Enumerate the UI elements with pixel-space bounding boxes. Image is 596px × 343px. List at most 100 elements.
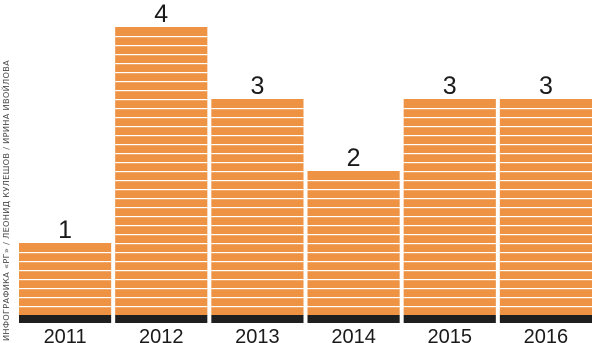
- x-tick-label-2013: 2013: [235, 326, 280, 343]
- bar-stripe: [307, 306, 400, 308]
- bar-stripe: [403, 117, 496, 119]
- bar-base: [307, 315, 400, 323]
- bar-stripe: [19, 270, 112, 272]
- bar-stripe: [19, 288, 112, 290]
- bar-stripe: [403, 306, 496, 308]
- bar-stripe: [211, 243, 304, 245]
- bar-stripe: [115, 270, 208, 272]
- bar-stripe: [403, 243, 496, 245]
- bar-stripe: [19, 297, 112, 299]
- bar-stripe: [499, 153, 592, 155]
- bar-stripe: [19, 261, 112, 263]
- bar-stripe: [307, 297, 400, 299]
- bar-stripe: [115, 36, 208, 38]
- bar-stripe: [403, 180, 496, 182]
- bar-stripe: [403, 279, 496, 281]
- bar-stripe: [403, 189, 496, 191]
- bar-stripe: [499, 225, 592, 227]
- bar-stripe: [499, 216, 592, 218]
- bar-stripe: [499, 288, 592, 290]
- bar-stripe: [115, 306, 208, 308]
- bar-stripe: [403, 144, 496, 146]
- bar-stripe: [115, 198, 208, 200]
- bar-stripe: [211, 135, 304, 137]
- bar-stripe: [307, 189, 400, 191]
- bar-stripe: [403, 234, 496, 236]
- bar-stripe: [211, 198, 304, 200]
- bar-stripe: [115, 117, 208, 119]
- bar-stripe: [307, 252, 400, 254]
- bar-stripe: [403, 162, 496, 164]
- bar-stripe: [211, 306, 304, 308]
- bar-stripe: [403, 297, 496, 299]
- bar-stripe: [499, 297, 592, 299]
- bar-stripe: [115, 144, 208, 146]
- bar-stripe: [499, 243, 592, 245]
- bar-stripe: [499, 189, 592, 191]
- bar-stripe: [307, 180, 400, 182]
- x-tick-label-2011: 2011: [44, 326, 87, 343]
- x-tick-label-2014: 2014: [331, 326, 376, 343]
- bar-stripe: [115, 243, 208, 245]
- bar-stripe: [115, 54, 208, 56]
- bar-stripe: [307, 234, 400, 236]
- bar-stripe: [211, 189, 304, 191]
- bar-stripe: [403, 126, 496, 128]
- bar-stripe: [499, 207, 592, 209]
- bar-stripe: [499, 135, 592, 137]
- bar-stripe: [499, 117, 592, 119]
- bar-base: [499, 315, 592, 323]
- bar-stripe: [403, 261, 496, 263]
- bar-base: [19, 315, 112, 323]
- bar-stripe: [115, 72, 208, 74]
- bar-stripe: [115, 207, 208, 209]
- bar-stripe: [211, 180, 304, 182]
- bar-stripe: [307, 207, 400, 209]
- bar-stripe: [307, 198, 400, 200]
- bar-stripe: [211, 288, 304, 290]
- bar-base: [115, 315, 208, 323]
- bar-stripe: [211, 144, 304, 146]
- bar-stripe: [307, 216, 400, 218]
- bar-stripe: [211, 126, 304, 128]
- bar-stripe: [211, 270, 304, 272]
- bar-stripe: [115, 108, 208, 110]
- bar-stripe: [403, 288, 496, 290]
- bar-stripe: [499, 279, 592, 281]
- bar-stripe: [115, 189, 208, 191]
- bar-stripe: [211, 252, 304, 254]
- bar-stripe: [115, 126, 208, 128]
- bar-stripe: [403, 108, 496, 110]
- bar-base: [211, 315, 304, 323]
- bar-stripe: [403, 270, 496, 272]
- bar-stripe: [499, 261, 592, 263]
- bar-stripe: [115, 225, 208, 227]
- bar-stripe: [115, 216, 208, 218]
- bar-stripe: [499, 180, 592, 182]
- bar-stripe: [211, 297, 304, 299]
- data-label-2011: 1: [58, 216, 72, 244]
- bar-stripe: [499, 126, 592, 128]
- bar-stripe: [499, 171, 592, 173]
- bar-stripe: [403, 171, 496, 173]
- bar-stripe: [307, 270, 400, 272]
- bar-stripe: [211, 225, 304, 227]
- bar-stripe: [403, 216, 496, 218]
- bar-stripe: [115, 162, 208, 164]
- bar-stripe: [403, 207, 496, 209]
- bar-stripe: [211, 117, 304, 119]
- bar-stripe: [115, 171, 208, 173]
- data-label-2013: 3: [250, 72, 264, 100]
- bar-stripe: [307, 243, 400, 245]
- bar-stripe: [115, 63, 208, 65]
- bar-stripe: [211, 108, 304, 110]
- bar-stripe: [499, 198, 592, 200]
- bar-stripe: [115, 135, 208, 137]
- bar-stripe: [499, 162, 592, 164]
- x-tick-label-2015: 2015: [428, 326, 473, 343]
- bar-stripe: [499, 270, 592, 272]
- bar-stripe: [115, 234, 208, 236]
- bar-stripe: [307, 288, 400, 290]
- bar-stripe: [115, 297, 208, 299]
